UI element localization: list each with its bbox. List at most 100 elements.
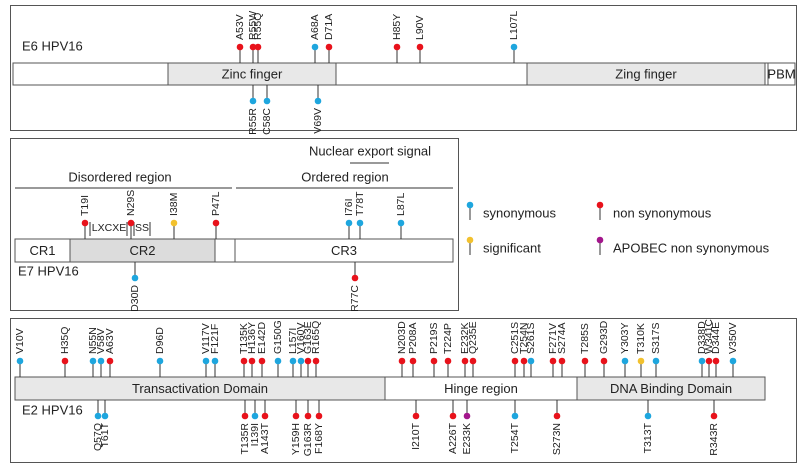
mutation-label: S317S [650, 322, 662, 354]
mutation-dot [127, 219, 135, 227]
mutation-label: S261S [525, 322, 537, 354]
mutation-label: C58C [261, 108, 273, 135]
mutation-label: G163R [302, 423, 314, 457]
motif-label: SS [135, 222, 149, 234]
mutation-dot [527, 357, 535, 365]
mutation-label: L107L [508, 11, 520, 40]
mutation-dot [241, 412, 249, 420]
mutation-dot [16, 357, 24, 365]
mutation-dot [251, 412, 259, 420]
mutation-dot [637, 357, 645, 365]
mutation-label: I210T [410, 422, 422, 449]
mutation-label: R55Q [252, 13, 264, 40]
mutation-dot [345, 219, 353, 227]
mutation-label: V350V [727, 322, 739, 354]
mutation-label: L87L [395, 192, 407, 216]
domain-label: Zing finger [615, 66, 677, 81]
domain [767, 62, 796, 86]
mutation-dot [510, 43, 518, 51]
domain-label: Hinge region [444, 381, 518, 396]
mutation-dot [312, 357, 320, 365]
legend-label: APOBEC non synonymous [613, 240, 770, 255]
mutation-label: V117V [200, 323, 212, 354]
mutation-label: G163E [302, 321, 314, 354]
mutation-label: T254T [509, 422, 521, 453]
motif-label: LXCXE [92, 222, 126, 234]
mutation-label: P219S [428, 322, 440, 354]
legend-label: significant [483, 240, 541, 255]
mutation-dot [463, 412, 471, 420]
mutation-dot [101, 412, 109, 420]
mutation-dot [212, 219, 220, 227]
mutation-label: R165Q [310, 321, 322, 354]
mutation-dot [289, 357, 297, 365]
mutation-dot [236, 43, 244, 51]
mutation-label: R55W [247, 11, 259, 40]
legend-dot [596, 236, 604, 244]
mutation-label: A68A [309, 14, 321, 40]
mutation-dot [61, 357, 69, 365]
mutation-dot [581, 357, 589, 365]
domain-label: CR2 [129, 243, 155, 258]
mutation-dot [202, 357, 210, 365]
mutation-dot [729, 357, 737, 365]
mutation-dot [398, 357, 406, 365]
mutation-label: S273N [551, 423, 563, 455]
domain-label: Zinc finger [222, 66, 283, 81]
mutation-dot [710, 412, 718, 420]
mutation-dot [444, 357, 452, 365]
domain [69, 238, 216, 263]
mutation-label: L157I [287, 328, 299, 354]
mutation-label: P47L [210, 191, 222, 216]
domain [167, 62, 337, 86]
domain-label: CR3 [331, 243, 357, 258]
mutation-dot [97, 357, 105, 365]
mutation-dot [356, 219, 364, 227]
mutation-label: E142D [256, 321, 268, 354]
legend-label: non synonymous [613, 205, 712, 220]
domain-label: DNA Binding Domain [610, 381, 732, 396]
mutation-dot [211, 357, 219, 365]
mutation-dot [314, 97, 322, 105]
mutation-dot [520, 357, 528, 365]
domain-label: CR1 [29, 243, 55, 258]
mutation-label: T313T [642, 422, 654, 453]
mutation-dot [621, 357, 629, 365]
domain [526, 62, 766, 86]
mutation-dot [511, 412, 519, 420]
mutation-dot [351, 274, 359, 282]
mutation-dot [469, 357, 477, 365]
domain [576, 376, 766, 401]
mutation-label: H85Y [391, 14, 403, 40]
mutation-dot [315, 412, 323, 420]
mutation-label: W341C [703, 319, 715, 354]
region-label: Ordered region [301, 169, 388, 184]
mutation-label: R55R [247, 108, 259, 135]
mutation-label: R343R [708, 423, 720, 456]
mutation-label: T78T [354, 191, 366, 216]
mutation-label: T310K [635, 323, 647, 354]
mutation-label: Q57Q [92, 423, 104, 451]
mutation-dot [94, 412, 102, 420]
mutation-label: T61T [99, 422, 111, 447]
mutation-label: S274A [556, 322, 568, 354]
mutation-label: I38M [168, 193, 180, 216]
mutation-label: Y159H [290, 423, 302, 455]
mutation-dot [258, 357, 266, 365]
mutation-dot [558, 357, 566, 365]
mutation-label: T254N [518, 322, 530, 354]
mutation-dot [304, 357, 312, 365]
mutation-label: G150G [272, 320, 284, 354]
mutation-label: A53V [234, 14, 246, 40]
mutation-label: T19I [79, 195, 91, 216]
mutation-dot [311, 43, 319, 51]
mutation-label: E232K [459, 322, 471, 354]
motif-bracket [89, 222, 151, 236]
mutation-dot [304, 412, 312, 420]
mutation-dot [549, 357, 557, 365]
mutation-label: Y303Y [619, 322, 631, 354]
mutation-label: G293D [598, 320, 610, 354]
mutation-label: T135K [238, 323, 250, 354]
